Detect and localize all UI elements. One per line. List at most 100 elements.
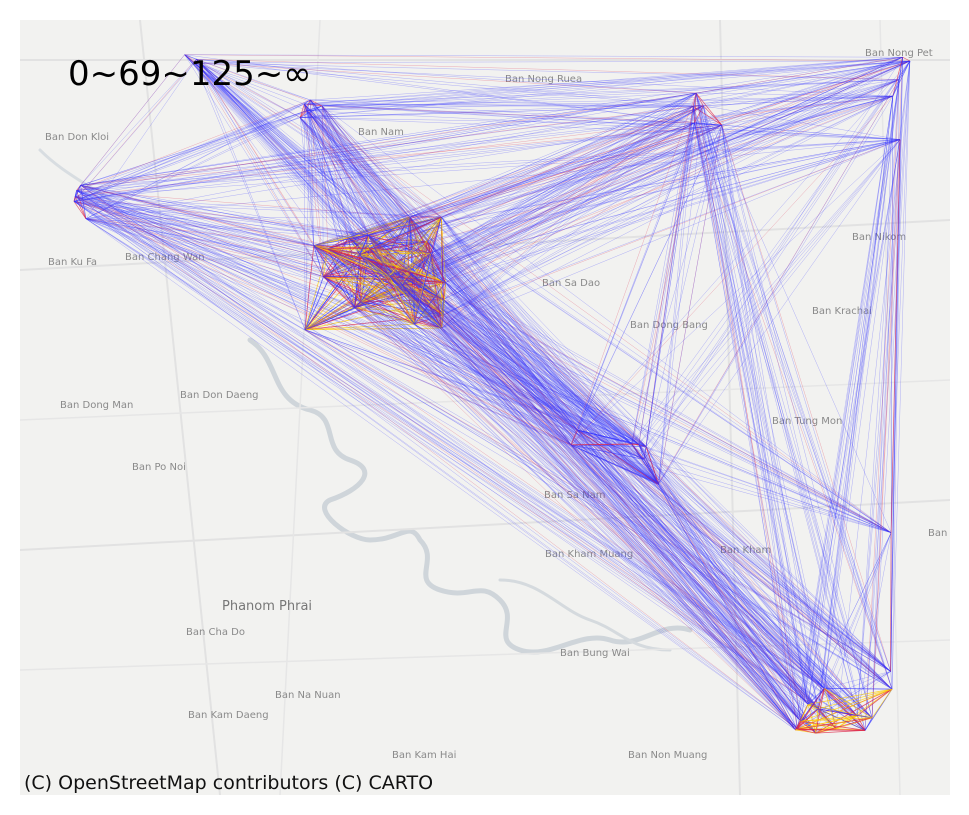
flow-edge	[359, 254, 796, 730]
flow-edge	[194, 62, 311, 101]
flow-edge	[692, 106, 891, 672]
flow-edge	[856, 79, 900, 716]
flow-edge	[441, 105, 704, 218]
flow-edge	[348, 237, 355, 308]
flow-edge	[409, 216, 415, 325]
flow-edge	[194, 62, 645, 460]
flow-edge	[407, 122, 695, 293]
flow-edge	[835, 60, 911, 729]
flow-edge	[321, 105, 798, 730]
flow-edge	[73, 201, 324, 277]
flow-edge	[304, 103, 891, 672]
flow-edge	[570, 444, 893, 690]
flow-edge	[76, 190, 892, 533]
flow-edge	[643, 459, 796, 730]
flow-edge	[692, 106, 819, 709]
flow-edge	[354, 307, 819, 710]
flow-edge	[407, 270, 443, 329]
flow-edge	[577, 429, 809, 705]
flow-edge	[577, 429, 891, 672]
flow-edge	[694, 122, 722, 126]
flow-edge	[407, 292, 639, 445]
flow-edge	[85, 122, 695, 219]
flow-edge	[300, 117, 901, 140]
flow-edge	[327, 56, 903, 249]
flow-edge	[577, 105, 704, 431]
flow-edge	[570, 95, 893, 446]
flow-edge	[414, 95, 893, 325]
flow-edge	[441, 327, 873, 718]
flow-edge	[871, 57, 903, 718]
flow-edge	[73, 79, 900, 202]
flow-edge	[306, 110, 819, 710]
flow-edge	[313, 245, 324, 277]
flow-edge	[196, 59, 369, 236]
flow-edge	[445, 282, 632, 445]
flow-edge	[85, 218, 572, 446]
flow-edge	[323, 276, 362, 303]
flow-edge	[194, 62, 305, 105]
flow-edge	[299, 117, 370, 249]
flow-edge	[695, 93, 891, 672]
flow-edge	[313, 245, 415, 325]
flow-edge	[369, 248, 809, 705]
flow-edge	[409, 216, 893, 690]
flow-edge	[441, 124, 722, 329]
flow-edge	[80, 95, 893, 186]
flow-edge	[304, 103, 408, 293]
flow-edge	[815, 688, 893, 734]
place-label: Ban Ku Fa	[48, 257, 97, 268]
flow-edge	[321, 105, 578, 431]
flow-edge	[73, 60, 910, 202]
flow-edge	[369, 92, 697, 249]
flow-edge	[304, 103, 632, 445]
flow-edge	[401, 284, 632, 445]
flow-edge	[409, 216, 809, 705]
flow-edge	[184, 54, 910, 62]
flow-edge	[360, 253, 873, 718]
flow-edge	[369, 79, 900, 249]
map-canvas[interactable]: Ban Nong Pet Ban Nong Ruea Ban Don Kloi …	[20, 20, 950, 795]
flow-edge	[85, 218, 402, 286]
flow-edge	[696, 56, 903, 94]
flow-edge	[441, 216, 892, 533]
flow-edge	[577, 429, 659, 485]
flow-edge	[414, 56, 903, 280]
flow-edge	[304, 103, 370, 249]
flow-edge	[313, 122, 695, 246]
flow-edge	[658, 483, 809, 705]
flow-edge	[443, 299, 825, 689]
road	[20, 20, 950, 795]
flow-edge	[427, 241, 578, 431]
flow-edge	[445, 105, 704, 283]
flow-edge	[196, 58, 697, 94]
flow-edge	[196, 59, 315, 246]
flow-edge	[401, 284, 796, 730]
place-label: Ban Nong Pet	[865, 48, 933, 59]
flow-edge	[638, 444, 873, 718]
flow-edge	[721, 125, 891, 672]
flow-edge	[196, 58, 311, 101]
flow-edge	[327, 60, 910, 249]
flow-edge	[304, 103, 306, 330]
flow-edge	[369, 248, 891, 672]
flow-edge	[409, 216, 428, 242]
flow-edge	[445, 282, 801, 722]
flow-edge	[892, 57, 903, 97]
flow-edge	[74, 196, 825, 689]
place-label: Ban Dong Man	[60, 400, 133, 411]
flow-edge	[694, 105, 704, 123]
flow-edge	[74, 196, 87, 219]
flow-edge	[194, 60, 910, 63]
flow-edge	[899, 60, 911, 140]
flow-edge	[85, 218, 314, 246]
flow-edge	[643, 459, 891, 672]
flow-edge	[80, 185, 360, 255]
flow-edge	[441, 92, 697, 329]
flow-edge	[414, 279, 892, 533]
flow-edge	[303, 103, 308, 111]
flow-edge	[430, 124, 722, 254]
flow-edge	[703, 60, 910, 106]
flow-edge	[577, 124, 723, 431]
flow-edge	[80, 185, 328, 249]
